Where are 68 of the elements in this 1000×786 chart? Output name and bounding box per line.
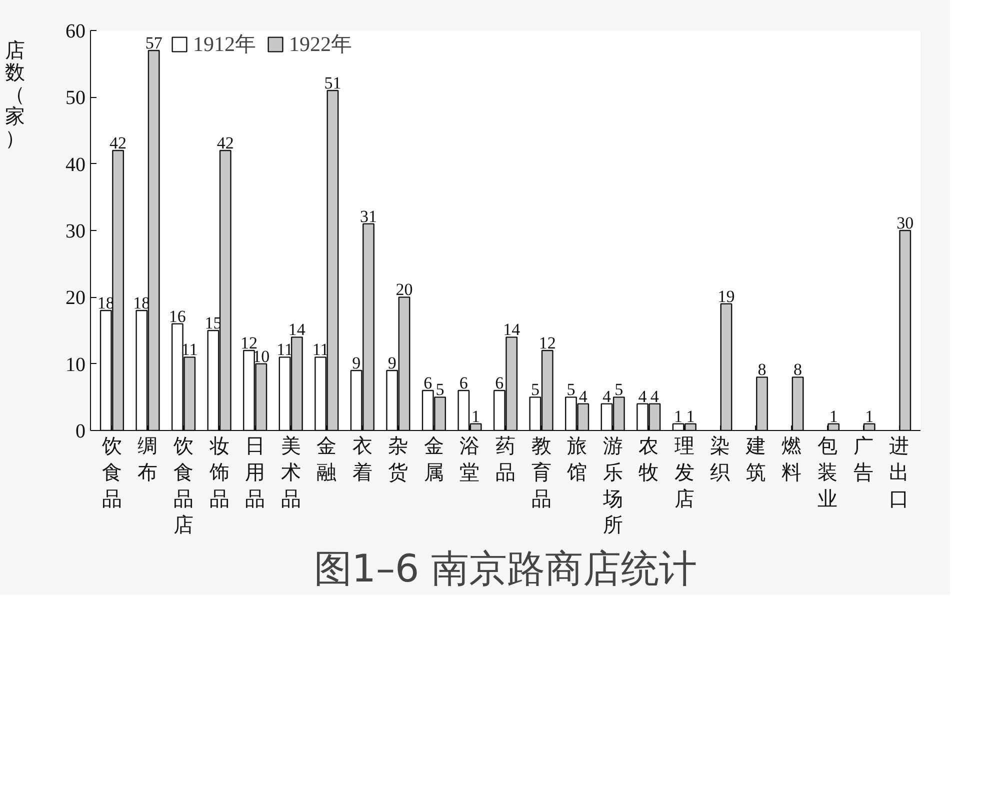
data-label: 14 <box>288 320 306 340</box>
y-tick-label: 30 <box>66 220 86 242</box>
data-label: 31 <box>360 206 377 226</box>
x-tick-label: 饮食品店 <box>172 436 194 537</box>
x-tick-label: 美术品 <box>280 434 301 510</box>
x-tick-label: 日用品 <box>245 436 266 510</box>
data-label: 5 <box>614 380 624 400</box>
data-label: 8 <box>794 360 802 380</box>
data-label: 1 <box>829 406 838 426</box>
data-label: 4 <box>602 386 612 406</box>
data-label: 1 <box>686 406 695 426</box>
data-label: 12 <box>538 334 556 352</box>
x-tick-label: 教育品 <box>531 436 552 510</box>
x-tick-label: 药品 <box>496 436 516 484</box>
x-tick-label: 金属 <box>424 436 444 484</box>
data-label: 42 <box>216 134 234 152</box>
data-label: 6 <box>459 374 468 392</box>
data-label: 4 <box>650 386 660 406</box>
y-tick-label: 40 <box>66 154 86 176</box>
data-label: 5 <box>566 380 576 400</box>
y-tick-label: 10 <box>66 354 86 376</box>
x-tick-label: 浴堂 <box>460 436 480 484</box>
x-tick-label: 金融 <box>316 436 337 484</box>
data-label: 19 <box>718 286 735 306</box>
data-label: 1 <box>865 406 874 426</box>
x-tick-label: 广告 <box>853 436 874 484</box>
y-tick-label: 0 <box>76 420 86 442</box>
data-label: 1 <box>674 406 683 426</box>
x-tick-label: 农牧 <box>638 436 659 484</box>
data-label: 42 <box>110 134 127 152</box>
x-tick-label: 绸布 <box>138 436 158 484</box>
data-label: 6 <box>495 374 504 392</box>
data-label: 16 <box>168 306 186 326</box>
y-tick-label: 50 <box>66 87 86 110</box>
data-label: 57 <box>145 34 163 52</box>
x-tick-label: 衣着 <box>352 436 372 484</box>
x-tick-label: 进出口 <box>889 436 910 510</box>
x-tick-label: 染织 <box>710 436 730 484</box>
data-label: 9 <box>388 354 396 372</box>
data-label: 5 <box>530 380 540 400</box>
x-tick-label: 饮食品 <box>100 436 122 510</box>
data-label: 1 <box>472 406 480 426</box>
data-label: 51 <box>324 74 342 92</box>
y-axis-title: 店数（家） <box>5 40 25 150</box>
legend-label: 1912年 <box>193 31 256 58</box>
data-label: 4 <box>638 386 648 406</box>
x-tick-label: 包装业 <box>817 436 838 510</box>
text: 图1–6 南京路商店统计 <box>314 546 698 590</box>
data-label: 9 <box>352 354 361 372</box>
data-label: 14 <box>503 320 521 340</box>
data-label: 20 <box>396 280 413 300</box>
data-label: 11 <box>312 340 329 360</box>
x-tick-label: 旅馆 <box>566 436 588 484</box>
data-label: 11 <box>276 340 293 360</box>
data-label: 8 <box>758 360 766 380</box>
data-label: 4 <box>578 386 588 406</box>
y-tick-label: 60 <box>66 20 86 42</box>
x-tick-label: 建筑 <box>744 436 766 484</box>
data-label: 5 <box>436 380 444 400</box>
x-tick-label: 理发店 <box>674 436 694 510</box>
x-tick-label: 妆饰品 <box>208 436 230 510</box>
legend-label: 1922年 <box>289 31 352 58</box>
x-tick-label: 游乐场所 <box>602 436 623 537</box>
x-tick-label: 燃料 <box>782 436 802 484</box>
y-tick-label: 20 <box>66 287 86 310</box>
data-label: 30 <box>896 214 914 232</box>
x-tick-label: 杂货 <box>388 436 408 484</box>
data-label: 6 <box>424 374 432 392</box>
